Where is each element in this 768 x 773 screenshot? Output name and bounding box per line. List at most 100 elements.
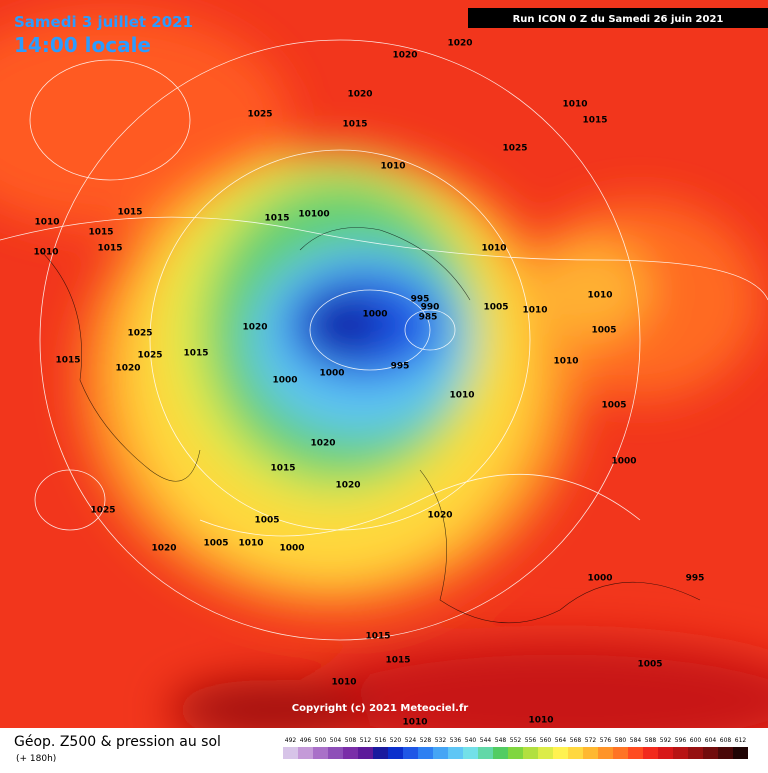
isobar-label: 1010 (402, 718, 427, 728)
isobar-label: 1015 (342, 120, 367, 130)
isobar-label: 1005 (483, 303, 508, 313)
colorbar-label: 528 (420, 737, 432, 744)
colorbar-swatch (598, 747, 613, 759)
colorbar-label: 560 (540, 737, 552, 744)
isobar-label: 1020 (242, 323, 267, 333)
run-box (468, 8, 768, 28)
isobar-label: 1025 (502, 144, 527, 154)
isobar-label: 1015 (264, 214, 289, 224)
isobar-label: 1010 (481, 244, 506, 254)
isobar-label: 1015 (385, 656, 410, 666)
isobar-label: 1025 (127, 329, 152, 339)
isobar-label: 1020 (427, 511, 452, 521)
colorbar-swatch (508, 747, 523, 759)
isobar-label: 1000 (587, 574, 612, 584)
isobar-label: 1015 (365, 632, 390, 642)
colorbar-swatch (283, 747, 298, 759)
colorbar-swatch (673, 747, 688, 759)
isobar-label: 1020 (115, 364, 140, 374)
isobar-label: 1010 (553, 357, 578, 367)
isobar-label: 1010 (587, 291, 612, 301)
colorbar-label: 532 (435, 737, 447, 744)
isobar-label: 1010 (331, 678, 356, 688)
isobar-label: 1000 (272, 376, 297, 386)
colorbar-swatch (613, 747, 628, 759)
isobar-label: 995 (411, 295, 430, 305)
colorbar-label: 568 (570, 737, 582, 744)
colorbar-swatch (703, 747, 718, 759)
colorbar-label: 496 (300, 737, 312, 744)
isobar-label: 1005 (637, 660, 662, 670)
isobar-label: 1010 (238, 539, 263, 549)
colorbar-label: 512 (360, 737, 372, 744)
isobar-label: 1020 (310, 439, 335, 449)
colorbar-swatch (328, 747, 343, 759)
colorbar-swatch (553, 747, 568, 759)
colorbar-swatch (523, 747, 538, 759)
colorbar-swatch (718, 747, 733, 759)
colorbar-label: 504 (330, 737, 342, 744)
isobar-label: 985 (419, 313, 438, 323)
isobar-label: 1020 (335, 481, 360, 491)
isobar-label: 1010 (522, 306, 547, 316)
isobar-label: 1025 (247, 110, 272, 120)
date: Samedi 3 juillet 2021 (14, 13, 193, 31)
isobar-label: 1020 (347, 90, 372, 100)
isobar-label: 10100 (298, 210, 329, 220)
isobar-label: 1005 (254, 516, 279, 526)
isobar-label: 1010 (528, 716, 553, 726)
colorbar-label: 564 (555, 737, 567, 744)
colorbar-swatch (403, 747, 418, 759)
isobar-label: 1005 (203, 539, 228, 549)
colorbar-swatch (433, 747, 448, 759)
colorbar-label: 508 (345, 737, 357, 744)
isobar-label: 1000 (279, 544, 304, 554)
isobar-label: 1005 (591, 326, 616, 336)
colorbar-swatch (688, 747, 703, 759)
colorbar-label: 588 (645, 737, 657, 744)
isobar-label: 1020 (392, 51, 417, 61)
colorbar-swatch (463, 747, 478, 759)
footer-title: Géop. Z500 & pression au sol (14, 734, 221, 750)
colorbar-label: 516 (375, 737, 387, 744)
colorbar-label: 612 (735, 737, 747, 744)
isobar-label: 995 (391, 362, 410, 372)
isobar-label: 1010 (33, 248, 58, 258)
isobar-label: 1025 (90, 506, 115, 516)
colorbar-label: 544 (480, 737, 492, 744)
colorbar-swatch (478, 747, 493, 759)
isobar-label: 1025 (137, 351, 162, 361)
colorbar-swatch (493, 747, 508, 759)
isobar-label: 1005 (601, 401, 626, 411)
colorbar-swatch (313, 747, 328, 759)
isobar-label: 1015 (270, 464, 295, 474)
colorbar-swatch (448, 747, 463, 759)
colorbar-swatch (298, 747, 313, 759)
time: 14:00 locale (14, 33, 151, 57)
colorbar-swatch (343, 747, 358, 759)
colorbar-swatch (358, 747, 373, 759)
colorbar-label: 536 (450, 737, 462, 744)
isobar-label: 1010 (449, 391, 474, 401)
isobar-label: 1015 (582, 116, 607, 126)
colorbar-label: 572 (585, 737, 597, 744)
colorbar-label: 520 (390, 737, 402, 744)
isobar-label: 995 (686, 574, 705, 584)
colorbar-label: 600 (690, 737, 702, 744)
colorbar-label: 540 (465, 737, 477, 744)
colorbar-label: 524 (405, 737, 417, 744)
isobar-label: 1010 (380, 162, 405, 172)
colorbar-swatch (568, 747, 583, 759)
colorbar-swatch (538, 747, 553, 759)
colorbar-label: 580 (615, 737, 627, 744)
colorbar-swatch (373, 747, 388, 759)
isobar-label: 1020 (447, 39, 472, 49)
colorbar-label: 556 (525, 737, 537, 744)
colorbar-label: 592 (660, 737, 672, 744)
colorbar-label: 552 (510, 737, 522, 744)
isobar-label: 1000 (362, 310, 387, 320)
colorbar-label: 596 (675, 737, 687, 744)
colorbar-swatch (418, 747, 433, 759)
isobar-label: 1010 (562, 100, 587, 110)
